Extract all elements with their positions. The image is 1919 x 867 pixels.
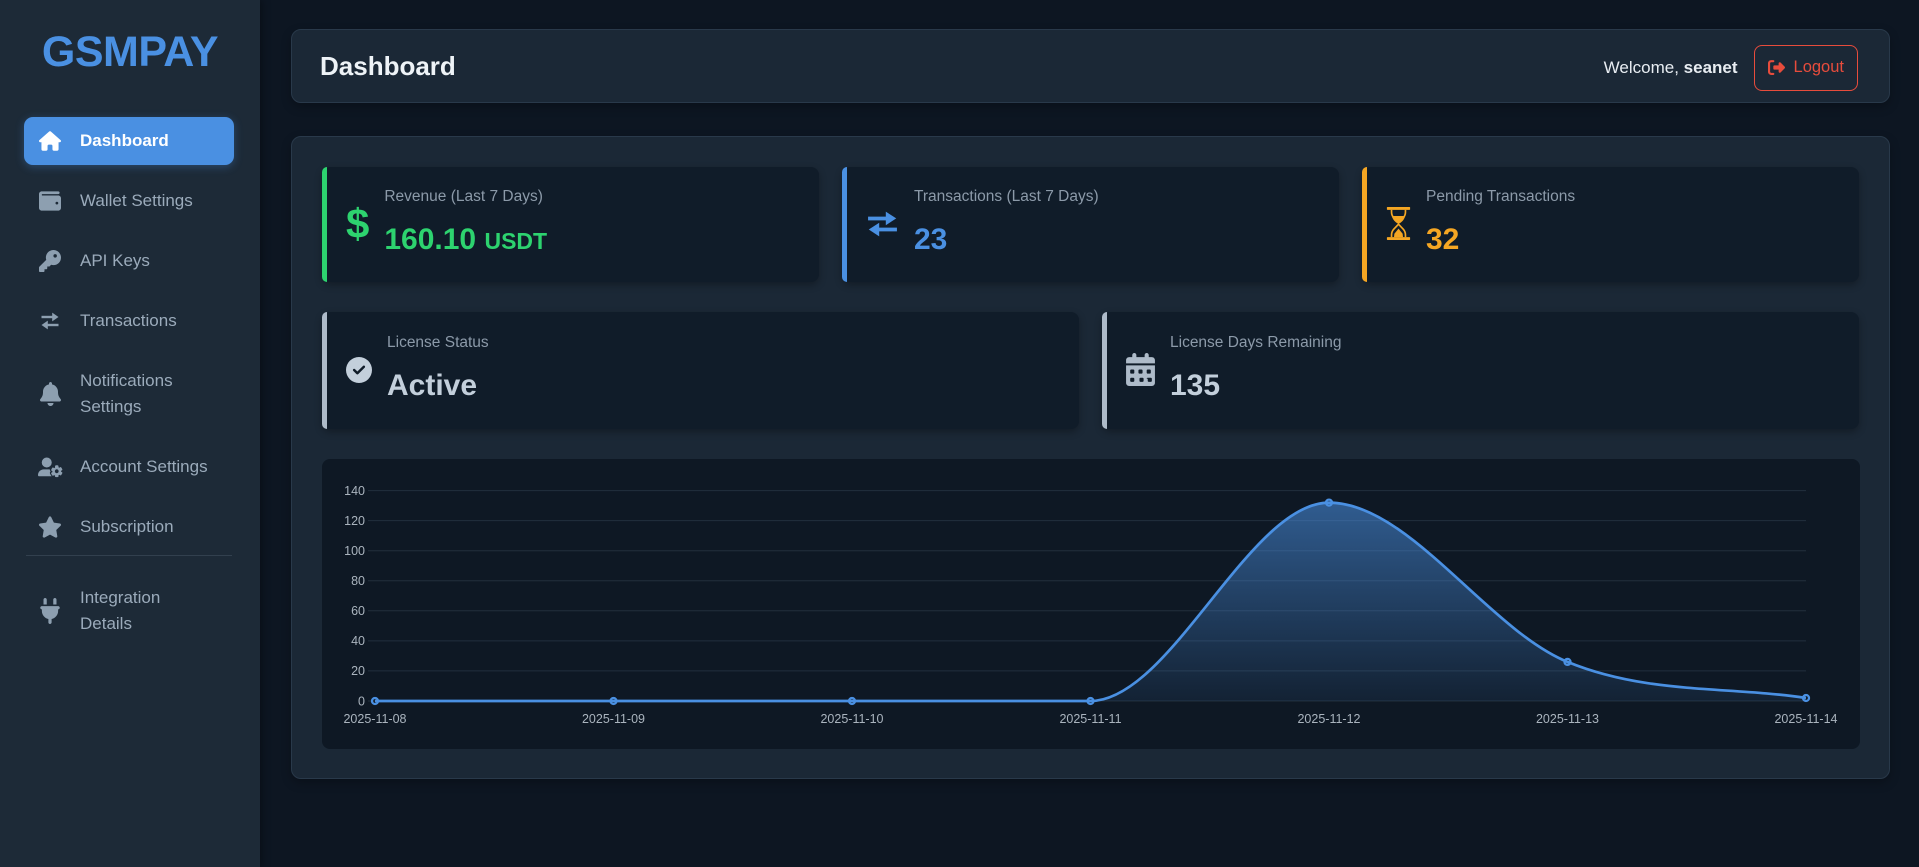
svg-text:80: 80 (351, 574, 365, 588)
svg-text:2025-11-12: 2025-11-12 (1297, 712, 1360, 726)
svg-text:100: 100 (344, 544, 365, 558)
svg-text:2025-11-10: 2025-11-10 (820, 712, 883, 726)
svg-text:140: 140 (344, 484, 365, 498)
svg-text:60: 60 (351, 604, 365, 618)
svg-text:40: 40 (351, 634, 365, 648)
svg-text:2025-11-11: 2025-11-11 (1059, 712, 1121, 726)
svg-text:2025-11-14: 2025-11-14 (1774, 712, 1837, 726)
svg-text:2025-11-08: 2025-11-08 (343, 712, 406, 726)
svg-text:2025-11-09: 2025-11-09 (582, 712, 645, 726)
svg-text:2025-11-13: 2025-11-13 (1536, 712, 1599, 726)
svg-text:20: 20 (351, 664, 365, 678)
svg-text:120: 120 (344, 514, 365, 528)
svg-text:0: 0 (358, 695, 365, 709)
